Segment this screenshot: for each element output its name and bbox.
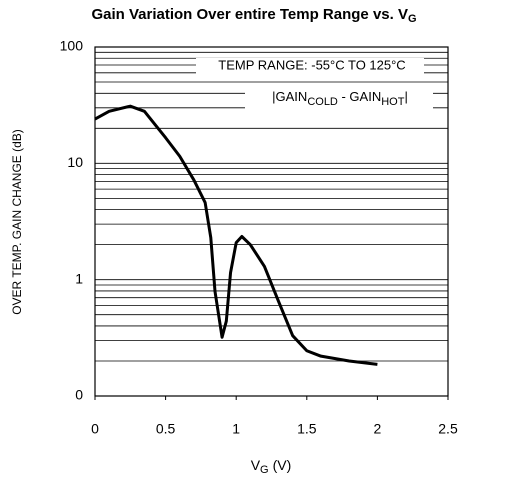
x-label-subscript: G — [260, 464, 269, 476]
y-tick-label: 100 — [60, 38, 84, 54]
formula-part: HOT — [381, 96, 405, 108]
title-text: Gain Variation Over entire Temp Range vs… — [91, 6, 408, 23]
x-label-unit: (V) — [273, 457, 292, 473]
x-axis-label: VG (V) — [251, 457, 292, 476]
plot-frame — [94, 46, 449, 397]
formula-part: |GAIN — [272, 89, 307, 104]
x-label-text: V — [251, 457, 261, 473]
annotation-range: TEMP RANGE: -55°C TO 125°C — [218, 57, 405, 72]
x-tick-label: 1.5 — [297, 421, 317, 437]
title-subscript: G — [408, 13, 417, 25]
y-axis-label: OVER TEMP. GAIN CHANGE (dB) — [10, 129, 24, 315]
annotation-bg — [196, 58, 424, 74]
y-tick-label: 1 — [75, 270, 83, 286]
x-tick-label: 2 — [374, 421, 382, 437]
x-tick-label: 1 — [232, 421, 240, 437]
x-tick-label: 0.5 — [156, 421, 176, 437]
annotation-bg — [245, 89, 433, 111]
formula-part: | — [404, 89, 407, 104]
y-tick-label: 10 — [67, 154, 83, 170]
annotation-formula: |GAINCOLD - GAINHOT| — [272, 89, 408, 107]
x-tick-label: 0 — [91, 421, 99, 437]
y-tick-label: 0 — [75, 387, 83, 403]
chart-title: Gain Variation Over entire Temp Range vs… — [91, 6, 416, 25]
formula-part: - GAIN — [338, 89, 381, 104]
x-tick-label: 2.5 — [438, 421, 458, 437]
data-line — [94, 104, 378, 366]
formula-part: COLD — [307, 96, 338, 108]
